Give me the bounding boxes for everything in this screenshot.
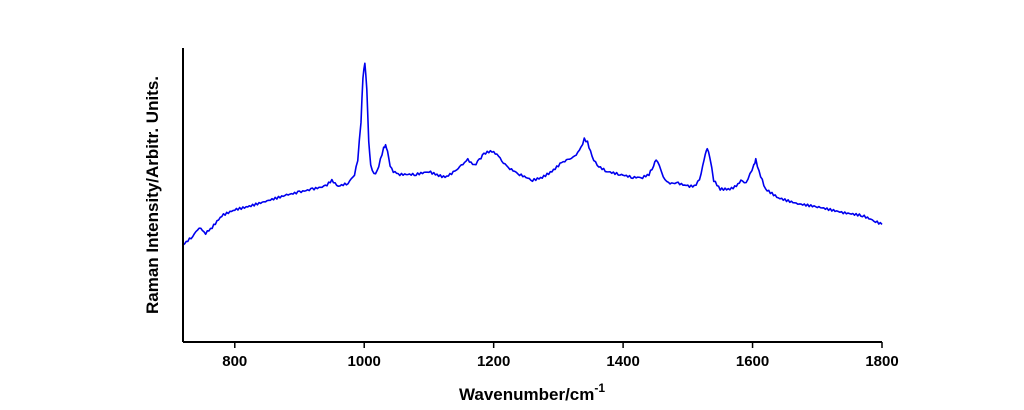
- x-tick-label: 1200: [477, 353, 510, 370]
- x-tick-label: 1400: [606, 353, 639, 370]
- x-axis-title: Wavenumber/cm-1: [459, 381, 605, 404]
- x-axis-ticks: [234, 342, 883, 348]
- x-axis-tick-labels: 800 1000 1200 1400 1600 1800: [222, 353, 898, 370]
- x-axis-title-superscript: -1: [594, 381, 605, 395]
- y-axis-title: Raman Intensity/Arbitr. Units.: [143, 76, 162, 314]
- plot-area: [182, 62, 883, 246]
- x-tick-label: 1600: [736, 353, 769, 370]
- x-tick-label: 1000: [348, 353, 381, 370]
- x-tick-label: 1800: [865, 353, 898, 370]
- spectrum-line: [182, 62, 883, 246]
- x-tick-label: 800: [222, 353, 247, 370]
- x-axis-title-text: Wavenumber/cm: [459, 385, 594, 404]
